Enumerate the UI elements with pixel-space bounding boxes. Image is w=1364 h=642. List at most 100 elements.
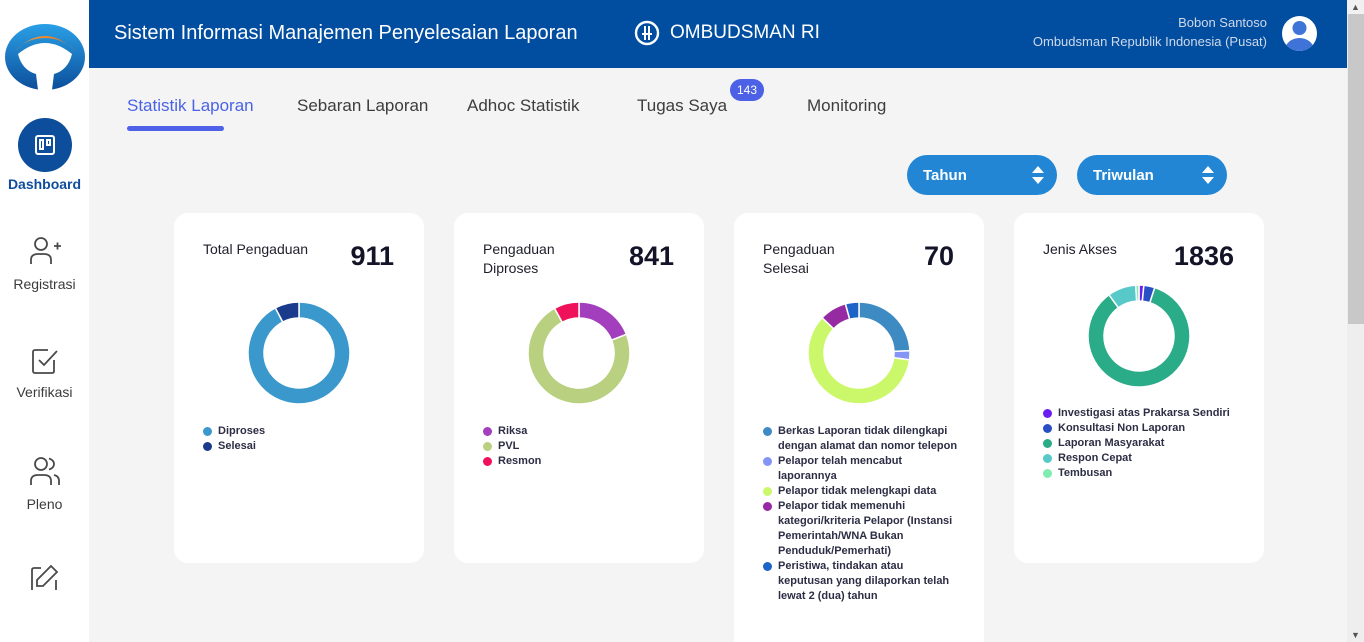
legend-label: Selesai	[218, 440, 256, 452]
year-select-value: Tahun	[923, 166, 967, 184]
donut-slice-berkas-laporan-tidak-dilengkapi-dengan-a[interactable]	[858, 301, 911, 353]
tab-monitoring[interactable]: Monitoring	[807, 96, 886, 116]
legend-pengaduan-diproses: Riksa PVL Resmon	[483, 424, 683, 469]
legend-item-peristiwa-tindakan-atau-keputusan-yang-d[interactable]: Peristiwa, tindakan atau keputusan yang …	[763, 559, 958, 604]
legend-dot-icon	[483, 457, 492, 466]
legend-dot-icon	[763, 427, 772, 436]
donut-slice-riksa[interactable]	[578, 301, 628, 342]
scroll-thumb[interactable]	[1348, 14, 1364, 324]
tab-tugas-saya[interactable]: Tugas Saya 143	[637, 79, 764, 116]
card-title: Jenis Akses	[1043, 241, 1117, 257]
sidebar-item-dashboard[interactable]: Dashboard	[0, 118, 89, 192]
ombudsman-brand-icon	[634, 20, 660, 46]
legend-label: Laporan Masyarakat	[1058, 437, 1165, 449]
user-plus-icon	[29, 237, 61, 264]
legend-item-resmon[interactable]: Resmon	[483, 454, 683, 469]
user-name: Bobon Santoso	[1178, 15, 1267, 30]
donut-chart-jenis-akses	[1087, 284, 1191, 388]
legend-item-selesai[interactable]: Selesai	[203, 439, 403, 454]
edit-icon	[30, 564, 58, 590]
sidebar-item-label: Verifikasi	[16, 384, 73, 400]
legend-item-tembusan[interactable]: Tembusan	[1043, 466, 1243, 481]
card-jenis-akses: Jenis Akses 1836 Investigasi atas Prakar…	[1014, 213, 1264, 563]
tab-sebaran-laporan[interactable]: Sebaran Laporan	[297, 96, 428, 116]
legend-dot-icon	[1043, 454, 1052, 463]
quarter-select-value: Triwulan	[1093, 166, 1154, 184]
legend-total-pengaduan: Diproses Selesai	[203, 424, 403, 454]
card-total-value: 911	[350, 241, 394, 271]
tab-label: Sebaran Laporan	[297, 96, 429, 115]
legend-label: Berkas Laporan tidak dilengkapi dengan a…	[778, 425, 958, 452]
quarter-select[interactable]: Triwulan	[1077, 155, 1227, 195]
donut-slice-pvl[interactable]	[527, 307, 631, 405]
legend-item-pelapor-telah-mencabut-laporannya[interactable]: Pelapor telah mencabut laporannya	[763, 454, 958, 484]
sidebar-item-edit[interactable]	[0, 563, 89, 603]
sidebar-item-registrasi[interactable]: Registrasi	[0, 236, 89, 292]
legend-dot-icon	[1043, 439, 1052, 448]
donut-slice-selesai[interactable]	[274, 301, 300, 324]
active-tab-indicator	[127, 126, 224, 131]
legend-item-konsultasi-non-laporan[interactable]: Konsultasi Non Laporan	[1043, 421, 1243, 436]
sidebar-item-label: Registrasi	[13, 276, 76, 292]
tab-label: Statistik Laporan	[127, 96, 254, 115]
legend-item-diproses[interactable]: Diproses	[203, 424, 403, 439]
avatar[interactable]	[1282, 16, 1317, 51]
sort-arrows-icon	[1202, 166, 1214, 184]
donut-chart-pengaduan-selesai	[807, 301, 911, 405]
tab-statistik-laporan[interactable]: Statistik Laporan	[127, 96, 254, 116]
sidebar-item-label: Pleno	[26, 496, 63, 512]
legend-label: Peristiwa, tindakan atau keputusan yang …	[778, 560, 950, 602]
donut-slice-diproses[interactable]	[247, 301, 351, 405]
legend-label: Pelapor tidak melengkapi data	[778, 485, 937, 497]
donut-slice-tembusan[interactable]	[1134, 284, 1140, 302]
legend-item-investigasi-atas-prakarsa-sendiri[interactable]: Investigasi atas Prakarsa Sendiri	[1043, 406, 1243, 421]
legend-dot-icon	[203, 427, 212, 436]
tab-adhoc-statistik[interactable]: Adhoc Statistik	[467, 96, 579, 116]
legend-item-pelapor-tidak-melengkapi-data[interactable]: Pelapor tidak melengkapi data	[763, 484, 958, 499]
sidebar-item-pleno[interactable]: Pleno	[0, 456, 89, 512]
task-count-badge: 143	[730, 79, 764, 101]
user-avatar-icon	[1285, 21, 1314, 51]
user-organization: Ombudsman Republik Indonesia (Pusat)	[1032, 34, 1267, 49]
card-total-pengaduan: Total Pengaduan 911 Diproses Selesai	[174, 213, 424, 563]
legend-dot-icon	[763, 502, 772, 511]
donut-slice-resmon[interactable]	[553, 301, 580, 324]
sidebar-item-verifikasi[interactable]: Verifikasi	[0, 346, 89, 400]
ombudsman-logo	[5, 24, 85, 90]
legend-label: Konsultasi Non Laporan	[1058, 422, 1186, 434]
card-total-value: 70	[923, 241, 954, 271]
year-select[interactable]: Tahun	[907, 155, 1057, 195]
legend-item-pelapor-tidak-memenuhi-kategori-kriteria[interactable]: Pelapor tidak memenuhi kategori/kriteria…	[763, 499, 958, 559]
legend-item-laporan-masyarakat[interactable]: Laporan Masyarakat	[1043, 436, 1243, 451]
card-pengaduan-diproses: Pengaduan Diproses 841 Riksa PVL Resmon	[454, 213, 704, 563]
donut-slice-pelapor-tidak-melengkapi-data[interactable]	[807, 316, 911, 405]
card-total-value: 1836	[1173, 241, 1234, 271]
scroll-down-arrow-icon[interactable]: ▼	[1351, 630, 1360, 640]
donut-slice-peristiwa-tindakan-atau-keputusan-yang-d[interactable]	[844, 301, 860, 321]
legend-item-respon-cepat[interactable]: Respon Cepat	[1043, 451, 1243, 466]
check-square-icon	[31, 349, 58, 374]
card-title: Total Pengaduan	[203, 241, 309, 257]
sidebar: Dashboard Registrasi Verifikasi Pleno	[0, 0, 89, 642]
top-header: Sistem Informasi Manajemen Penyelesaian …	[89, 0, 1347, 68]
legend-dot-icon	[763, 562, 772, 571]
legend-item-berkas-laporan-tidak-dilengkapi-dengan-a[interactable]: Berkas Laporan tidak dilengkapi dengan a…	[763, 424, 958, 454]
user-info[interactable]: Bobon Santoso Ombudsman Republik Indones…	[1033, 15, 1267, 49]
brand: OMBUDSMAN RI	[634, 20, 820, 46]
scroll-up-arrow-icon[interactable]: ▲	[1347, 0, 1364, 14]
legend-dot-icon	[1043, 469, 1052, 478]
donut-chart-total-pengaduan	[247, 301, 351, 405]
legend-item-riksa[interactable]: Riksa	[483, 424, 683, 439]
legend-item-pvl[interactable]: PVL	[483, 439, 683, 454]
legend-dot-icon	[483, 427, 492, 436]
dashboard-icon	[17, 118, 72, 172]
legend-label: Tembusan	[1058, 467, 1113, 479]
donut-slice-laporan-masyarakat[interactable]	[1087, 286, 1191, 388]
legend-label: Investigasi atas Prakarsa Sendiri	[1058, 407, 1230, 419]
legend-pengaduan-selesai: Berkas Laporan tidak dilengkapi dengan a…	[763, 424, 958, 604]
page-scrollbar[interactable]: ▲ ▼	[1347, 0, 1364, 642]
legend-dot-icon	[1043, 424, 1052, 433]
legend-dot-icon	[1043, 409, 1052, 418]
sort-arrows-icon	[1032, 166, 1044, 184]
legend-label: PVL	[498, 440, 520, 452]
